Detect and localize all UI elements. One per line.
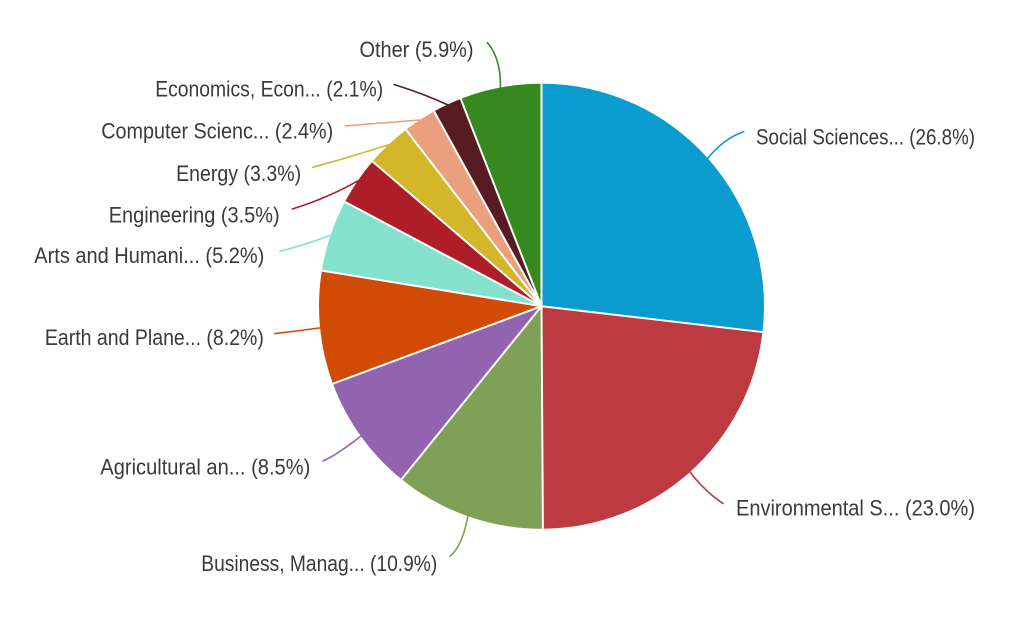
svg-text:Agricultural an... (8.5%): Agricultural an... (8.5%) (100, 455, 310, 480)
svg-text:Computer Scienc... (2.4%): Computer Scienc... (2.4%) (101, 119, 333, 144)
svg-text:Social Sciences... (26.8%): Social Sciences... (26.8%) (756, 125, 975, 150)
svg-text:Business, Manag... (10.9%): Business, Manag... (10.9%) (201, 551, 437, 576)
svg-text:Energy (3.3%): Energy (3.3%) (176, 161, 301, 186)
svg-text:Environmental S... (23.0%): Environmental S... (23.0%) (736, 495, 975, 520)
svg-text:Economics, Econ... (2.1%): Economics, Econ... (2.1%) (155, 77, 383, 102)
svg-text:Other (5.9%): Other (5.9%) (360, 37, 474, 62)
svg-text:Arts and Humani... (5.2%): Arts and Humani... (5.2%) (34, 243, 264, 268)
svg-text:Engineering (3.5%): Engineering (3.5%) (109, 202, 280, 227)
svg-text:Earth and Plane... (8.2%): Earth and Plane... (8.2%) (45, 325, 264, 350)
